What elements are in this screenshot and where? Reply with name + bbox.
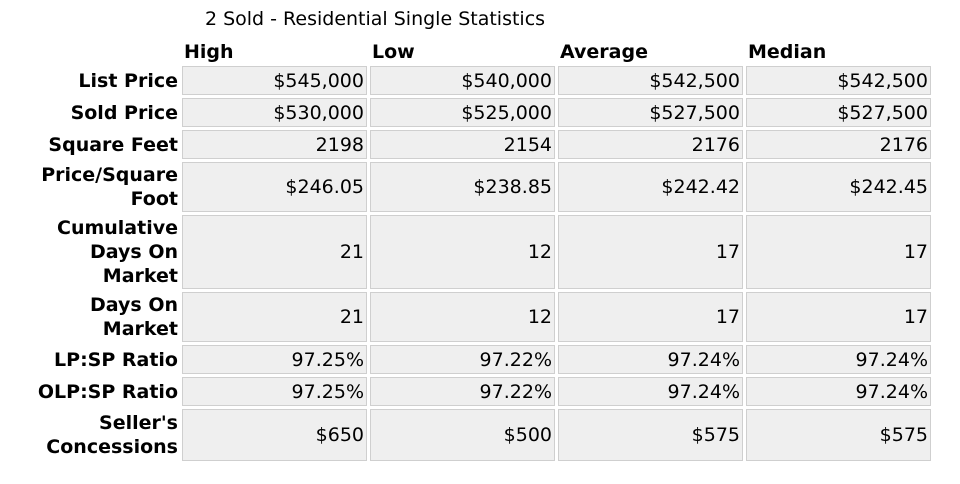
- row-label: Square Feet: [48, 133, 178, 156]
- table-row-cumulative-days-on-market: Cumulative Days On Market 21 12 17 17: [33, 215, 931, 289]
- row-label: Sold Price: [70, 101, 178, 124]
- value-low: 12: [370, 215, 555, 289]
- row-label: Seller's Concessions: [46, 412, 178, 458]
- value-average: $527,500: [558, 98, 743, 127]
- value-high: 97.25%: [182, 345, 367, 374]
- value-average: 97.24%: [558, 377, 743, 406]
- value-low: 12: [370, 292, 555, 342]
- value-high: 21: [182, 215, 367, 289]
- table-row-olp-sp-ratio: OLP:SP Ratio 97.25% 97.22% 97.24% 97.24%: [33, 377, 931, 406]
- value-median: $242.45: [746, 162, 931, 212]
- table-row-square-feet: Square Feet 2198 2154 2176 2176: [33, 130, 931, 159]
- value-high: 21: [182, 292, 367, 342]
- header-row: High Low Average Median: [33, 37, 931, 63]
- table-row-lp-sp-ratio: LP:SP Ratio 97.25% 97.22% 97.24% 97.24%: [33, 345, 931, 374]
- page-title: 2 Sold - Residential Single Statistics: [204, 8, 546, 30]
- row-label: OLP:SP Ratio: [37, 380, 178, 403]
- value-median: 17: [746, 292, 931, 342]
- value-high: $530,000: [182, 98, 367, 127]
- value-median: 17: [746, 215, 931, 289]
- table-row-price-per-square-foot: Price/Square Foot $246.05 $238.85 $242.4…: [33, 162, 931, 212]
- value-high: 97.25%: [182, 377, 367, 406]
- value-median: 97.24%: [746, 377, 931, 406]
- value-average: 97.24%: [558, 345, 743, 374]
- value-average: $242.42: [558, 162, 743, 212]
- row-label: Days On Market: [90, 294, 178, 340]
- value-low: $238.85: [370, 162, 555, 212]
- value-low: $500: [370, 409, 555, 461]
- value-median: $575: [746, 409, 931, 461]
- value-high: $246.05: [182, 162, 367, 212]
- row-label: Price/Square Foot: [41, 164, 178, 210]
- statistics-table: High Low Average Median List Price $545,…: [30, 34, 934, 464]
- value-median: $527,500: [746, 98, 931, 127]
- value-high: $545,000: [182, 66, 367, 95]
- value-low: 2154: [370, 130, 555, 159]
- value-low: $525,000: [370, 98, 555, 127]
- value-high: 2198: [182, 130, 367, 159]
- table-row-days-on-market: Days On Market 21 12 17 17: [33, 292, 931, 342]
- value-median: $542,500: [746, 66, 931, 95]
- value-average: $542,500: [558, 66, 743, 95]
- corner-cell: [33, 37, 179, 63]
- value-average: $575: [558, 409, 743, 461]
- value-average: 17: [558, 292, 743, 342]
- column-header-high: High: [184, 41, 234, 63]
- table-row-sellers-concessions: Seller's Concessions $650 $500 $575 $575: [33, 409, 931, 461]
- value-average: 2176: [558, 130, 743, 159]
- value-median: 97.24%: [746, 345, 931, 374]
- value-median: 2176: [746, 130, 931, 159]
- row-label: LP:SP Ratio: [54, 348, 178, 371]
- value-high: $650: [182, 409, 367, 461]
- value-low: 97.22%: [370, 345, 555, 374]
- column-header-average: Average: [560, 41, 648, 63]
- table-row-list-price: List Price $545,000 $540,000 $542,500 $5…: [33, 66, 931, 95]
- row-label: Cumulative Days On Market: [57, 217, 178, 287]
- value-low: $540,000: [370, 66, 555, 95]
- row-label: List Price: [78, 69, 178, 92]
- value-average: 17: [558, 215, 743, 289]
- value-low: 97.22%: [370, 377, 555, 406]
- column-header-low: Low: [372, 41, 415, 63]
- table-row-sold-price: Sold Price $530,000 $525,000 $527,500 $5…: [33, 98, 931, 127]
- column-header-median: Median: [748, 41, 827, 63]
